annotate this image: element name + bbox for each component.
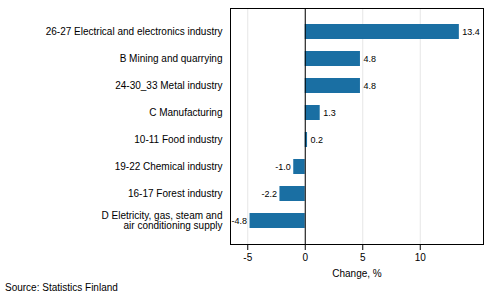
svg-text:C Manufacturing: C Manufacturing (149, 107, 222, 118)
svg-text:1.3: 1.3 (323, 108, 336, 118)
svg-text:-4.8: -4.8 (232, 216, 248, 226)
svg-text:0: 0 (302, 252, 308, 263)
svg-text:16-17 Forest industry: 16-17 Forest industry (128, 188, 223, 199)
svg-text:B Mining and quarrying: B Mining and quarrying (120, 53, 223, 64)
svg-text:4.8: 4.8 (363, 54, 376, 64)
svg-text:19-22 Chemical industry: 19-22 Chemical industry (115, 161, 223, 172)
svg-text:24-30_33 Metal industry: 24-30_33 Metal industry (115, 80, 222, 91)
svg-text:10-11 Food industry: 10-11 Food industry (134, 134, 222, 145)
svg-text:5: 5 (360, 252, 366, 263)
html-text:Source: Statistics Finland: Source: Statistics Finland (5, 282, 118, 293)
svg-text:-5: -5 (243, 252, 252, 263)
svg-text:13.4: 13.4 (462, 27, 480, 37)
svg-text:10: 10 (415, 252, 427, 263)
svg-text:26-27 Electrical and electroni: 26-27 Electrical and electronics industr… (46, 26, 223, 37)
svg-text:4.8: 4.8 (363, 81, 376, 91)
svg-text:-1.0: -1.0 (275, 162, 291, 172)
svg-text:-2.2: -2.2 (261, 189, 277, 199)
svg-text:Change, %: Change, % (332, 268, 382, 279)
svg-text:0.2: 0.2 (311, 135, 324, 145)
svg-text:D Eletricity, gas, steam andai: D Eletricity, gas, steam andair conditio… (102, 210, 223, 231)
